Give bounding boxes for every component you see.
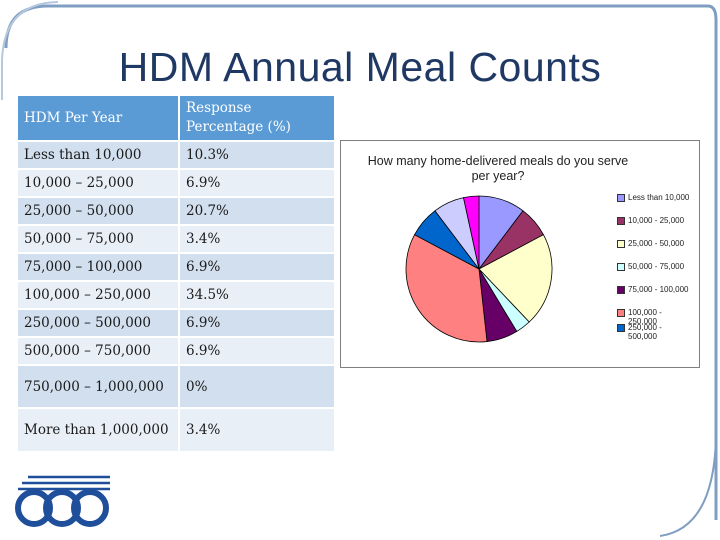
range-cell: 25,000 – 50,000 [18, 197, 180, 226]
slide-title: HDM Annual Meal Counts [118, 44, 602, 90]
table-row: Less than 10,000 10.3% [18, 141, 336, 170]
legend-label: 75,000 - 100,000 [628, 285, 689, 294]
table-row: More than 1,000,000 3.4% [18, 408, 336, 453]
legend-label: Less than 10,000 [628, 193, 690, 202]
legend-item: 50,000 - 75,000 [617, 262, 699, 271]
table-header-cell: HDM Per Year [18, 96, 180, 142]
percent-cell: 6.9% [179, 309, 336, 338]
legend-item: 25,000 - 50,000 [617, 239, 699, 248]
percent-cell: 0% [179, 365, 336, 409]
range-cell: 500,000 – 750,000 [18, 337, 180, 366]
percent-cell: 20.7% [179, 197, 336, 226]
table-header-cell: Response Percentage (%) [179, 96, 336, 142]
organization-logo [15, 475, 110, 527]
range-cell: Less than 10,000 [18, 141, 180, 170]
table-row: 75,000 – 100,000 6.9% [18, 253, 336, 282]
table-row: 100,000 – 250,000 34.5% [18, 281, 336, 310]
range-cell: 50,000 – 75,000 [18, 225, 180, 254]
legend-label: 250,000 - 500,000 [628, 323, 662, 341]
legend-swatch [617, 309, 625, 317]
table-row: 50,000 – 75,000 3.4% [18, 225, 336, 254]
pie-chart [405, 195, 553, 343]
legend-swatch [617, 263, 625, 271]
percent-cell: 34.5% [179, 281, 336, 310]
table-header-row: HDM Per Year Response Percentage (%) [18, 96, 336, 142]
legend-item: 75,000 - 100,000 [617, 285, 699, 294]
range-cell: 750,000 – 1,000,000 [18, 365, 180, 409]
percent-cell: 3.4% [179, 225, 336, 254]
legend-swatch [617, 240, 625, 248]
legend-label: 10,000 - 25,000 [628, 216, 685, 225]
table-row: 500,000 – 750,000 6.9% [18, 337, 336, 366]
legend-swatch [617, 194, 625, 202]
legend-swatch [617, 217, 625, 225]
pie-slice-5 [405, 234, 488, 343]
table-row: 25,000 – 50,000 20.7% [18, 197, 336, 226]
range-cell: 10,000 – 25,000 [18, 169, 180, 198]
range-cell: 75,000 – 100,000 [18, 253, 180, 282]
table-row: 750,000 – 1,000,000 0% [18, 365, 336, 409]
legend-label: 100,000 - 250,000 [628, 308, 662, 326]
percent-cell: 6.9% [179, 253, 336, 282]
table-row: 250,000 – 500,000 6.9% [18, 309, 336, 338]
legend-label: 50,000 - 75,000 [628, 262, 685, 271]
percent-cell: 6.9% [179, 337, 336, 366]
pie-chart-panel: How many home-delivered meals do you ser… [340, 140, 700, 368]
meal-count-table: HDM Per Year Response Percentage (%) Les… [18, 96, 336, 453]
range-cell: More than 1,000,000 [18, 408, 180, 453]
percent-cell: 10.3% [179, 141, 336, 170]
range-cell: 100,000 – 250,000 [18, 281, 180, 310]
percent-cell: 3.4% [179, 408, 336, 453]
table-row: 10,000 – 25,000 6.9% [18, 169, 336, 198]
legend-item: Less than 10,000 [617, 193, 699, 202]
legend-item: 10,000 - 25,000 [617, 216, 699, 225]
pie-slice-2 [478, 234, 553, 323]
legend-item: 250,000 - 500,000 [617, 323, 699, 341]
range-cell: 250,000 – 500,000 [18, 309, 180, 338]
legend-swatch [617, 286, 625, 294]
legend-swatch [617, 324, 625, 332]
legend-item: 100,000 - 250,000 [617, 308, 699, 326]
percent-cell: 6.9% [179, 169, 336, 198]
chart-title: How many home-delivered meals do you ser… [367, 154, 629, 183]
legend-label: 25,000 - 50,000 [628, 239, 685, 248]
pie-slice-9 [463, 195, 480, 270]
